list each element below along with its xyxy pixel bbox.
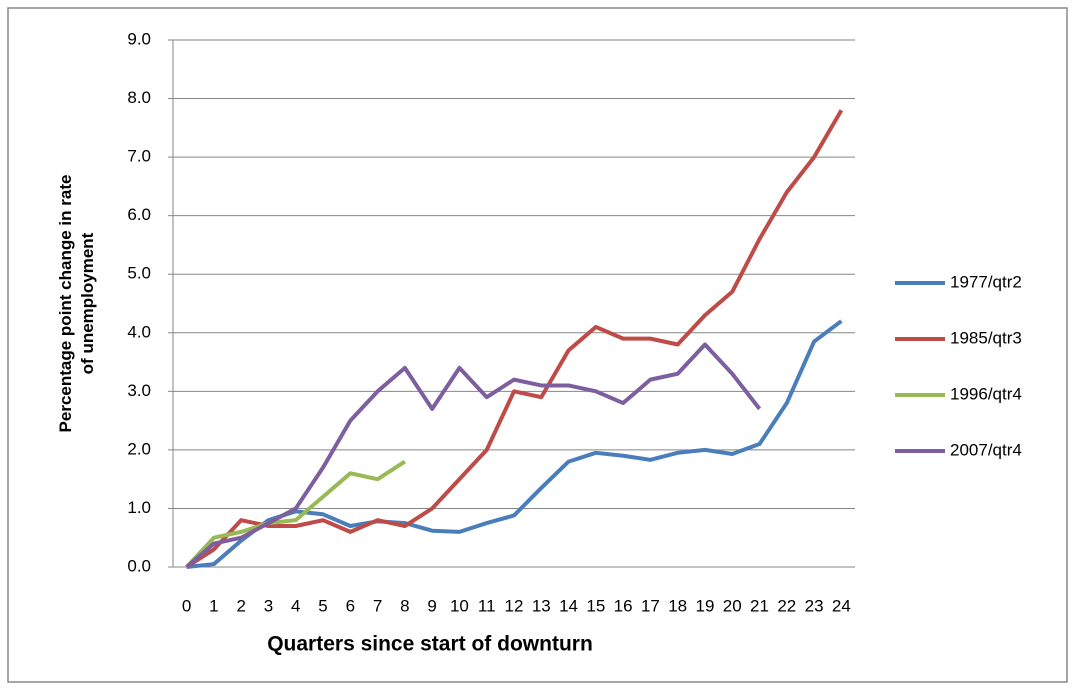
series-line: [186, 319, 843, 569]
y-tick-label: 8.0: [127, 88, 151, 107]
x-tick-label: 11: [478, 596, 496, 615]
x-tick-label: 18: [668, 596, 687, 615]
x-tick-label: 15: [586, 596, 605, 615]
y-tick-label: 2.0: [127, 439, 151, 458]
x-tick-label: 24: [832, 596, 851, 615]
x-tick-label: 0: [182, 596, 191, 615]
x-tick-label: 14: [559, 596, 578, 615]
y-tick-label: 4.0: [127, 322, 151, 341]
series-line: [185, 342, 762, 569]
x-tick-label: 17: [641, 596, 660, 615]
legend-label: 1977/qtr2: [950, 272, 1022, 291]
x-tick-label: 5: [318, 596, 327, 615]
x-tick-label: 20: [723, 596, 742, 615]
y-tick-label: 9.0: [127, 29, 151, 48]
x-tick-label: 23: [805, 596, 824, 615]
y-tick-label: 6.0: [127, 205, 151, 224]
x-tick-label: 12: [505, 596, 524, 615]
x-tick-label: 21: [750, 596, 769, 615]
x-tick-label: 1: [209, 596, 218, 615]
y-tick-label: 7.0: [127, 147, 151, 166]
x-tick-label: 4: [291, 596, 300, 615]
y-tick-label: 0.0: [127, 556, 151, 575]
series-line: [185, 109, 844, 569]
y-tick-label: 1.0: [127, 498, 151, 517]
series-line: [185, 459, 406, 569]
x-tick-label: 7: [373, 596, 382, 615]
x-axis-label: Quarters since start of downturn: [267, 633, 593, 656]
x-tick-label: 6: [346, 596, 355, 615]
x-tick-label: 16: [614, 596, 633, 615]
x-tick-label: 2: [236, 596, 245, 615]
y-tick-label: 3.0: [127, 381, 151, 400]
x-tick-label: 22: [777, 596, 796, 615]
x-tick-label: 19: [695, 596, 714, 615]
x-tick-label: 8: [400, 596, 409, 615]
chart-border: [7, 7, 1068, 683]
y-tick-label: 5.0: [127, 264, 151, 283]
x-tick-label: 10: [450, 596, 469, 615]
y-axis-label: Percentage point change in rate of unempl…: [56, 175, 97, 433]
x-tick-label: 9: [427, 596, 436, 615]
legend-label: 1985/qtr3: [950, 328, 1022, 347]
x-tick-label: 13: [532, 596, 551, 615]
legend-label: 1996/qtr4: [950, 384, 1022, 403]
x-tick-label: 3: [264, 596, 273, 615]
legend-label: 2007/qtr4: [950, 440, 1022, 459]
